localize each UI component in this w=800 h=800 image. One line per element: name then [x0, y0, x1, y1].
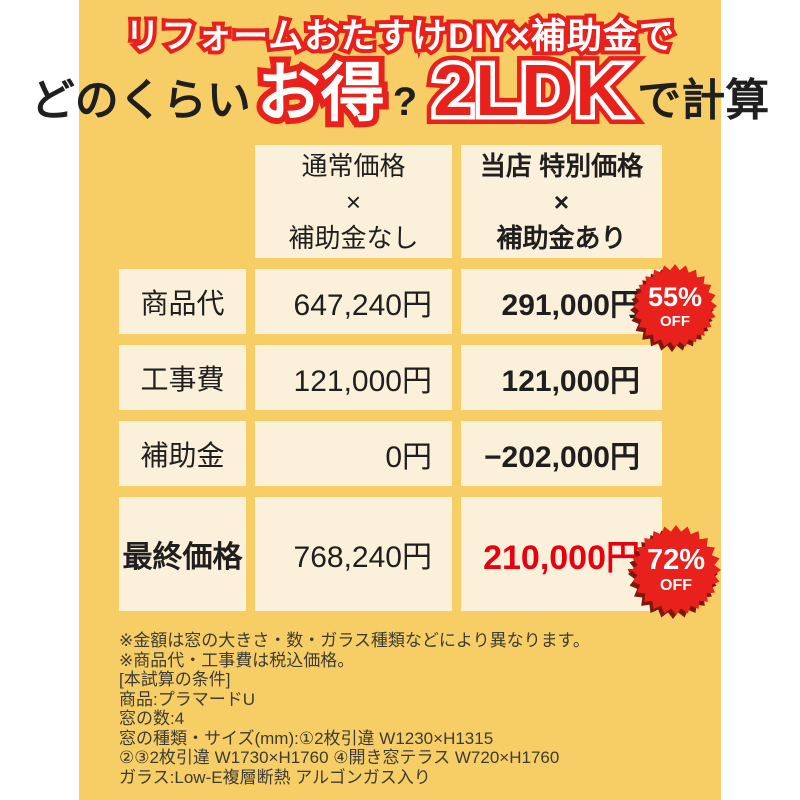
discount-percent: 72%	[646, 544, 706, 576]
row-label-product-cost: 商品代	[119, 269, 246, 334]
discount-off-label: OFF	[660, 577, 692, 594]
note-line: 窓の種類・サイズ(mm):①2枚引違 W1230×H1315	[119, 728, 494, 748]
subsidy-special-value: −202,000円	[461, 421, 662, 486]
final-price-normal-value: 768,240円	[255, 497, 452, 611]
final-price-special-value: 210,000円	[461, 497, 662, 611]
note-line: ※金額は窓の大きさ・数・ガラス種類などにより異なります。	[119, 631, 590, 650]
column-header-normal-price: 通常価格 × 補助金なし	[255, 145, 452, 258]
starburst-icon	[631, 525, 721, 615]
headline-room-type: 2LDK 2LDK 2LDK	[424, 42, 636, 140]
product-cost-special-value: 291,000円	[461, 269, 662, 334]
starburst-icon	[633, 264, 717, 348]
headline-ribbon-text: リフォームおたすけDIY×補助金で リフォームおたすけDIY×補助金で	[121, 13, 678, 60]
construction-fee-special-value: 121,000円	[461, 345, 662, 410]
note-line: 窓の数:4	[119, 709, 185, 728]
note-line: ガラス:Low-E複層断熱 アルゴンガス入り	[119, 767, 431, 787]
product-cost-normal-value: 647,240円	[255, 269, 452, 334]
column-header-special-price: 当店 特別価格 × 補助金あり	[461, 145, 662, 258]
discount-percent: 55%	[647, 281, 703, 312]
note-line: ②③2枚引違 W1730×H1760 ④開き窓テラス W720×H1760	[119, 748, 560, 767]
headline-prefix: どのくらい	[30, 76, 251, 125]
headline-main: どのくらい お得 お得 ? 2LDK 2LDK 2LDK で計算	[31, 42, 769, 140]
multiply-sign: ×	[345, 186, 362, 217]
headline-highlight-otoku: お得 お得	[251, 51, 391, 135]
note-line: 商品:プラマードU	[119, 689, 255, 709]
row-label-final-price: 最終価格	[119, 497, 246, 611]
construction-fee-normal-value: 121,000円	[255, 345, 452, 410]
headline-ribbon: リフォームおたすけDIY×補助金で リフォームおたすけDIY×補助金で	[79, 8, 721, 60]
header-spacer-cell	[119, 145, 246, 258]
discount-off-label: OFF	[660, 312, 690, 330]
subsidy-normal-value: 0円	[255, 421, 452, 486]
row-label-construction-fee: 工事費	[119, 345, 246, 410]
headline-question-mark: ?	[392, 80, 418, 124]
multiply-sign: ×	[553, 186, 570, 217]
price-comparison-table: 通常価格 × 補助金なし 当店 特別価格 × 補助金あり 商品代 647,240…	[119, 145, 662, 611]
row-label-subsidy: 補助金	[119, 421, 246, 486]
discount-badge-72-off: 72% OFF	[631, 525, 721, 615]
note-line: [本試算の条件]	[119, 670, 231, 689]
headline-suffix: で計算	[637, 76, 770, 125]
conditions-notes: ※金額は窓の大きさ・数・ガラス種類などにより異なります。 ※商品代・工事費は税込…	[119, 631, 705, 787]
discount-badge-55-off: 55% OFF	[633, 264, 717, 348]
note-line: ※商品代・工事費は税込価格。	[119, 650, 355, 670]
